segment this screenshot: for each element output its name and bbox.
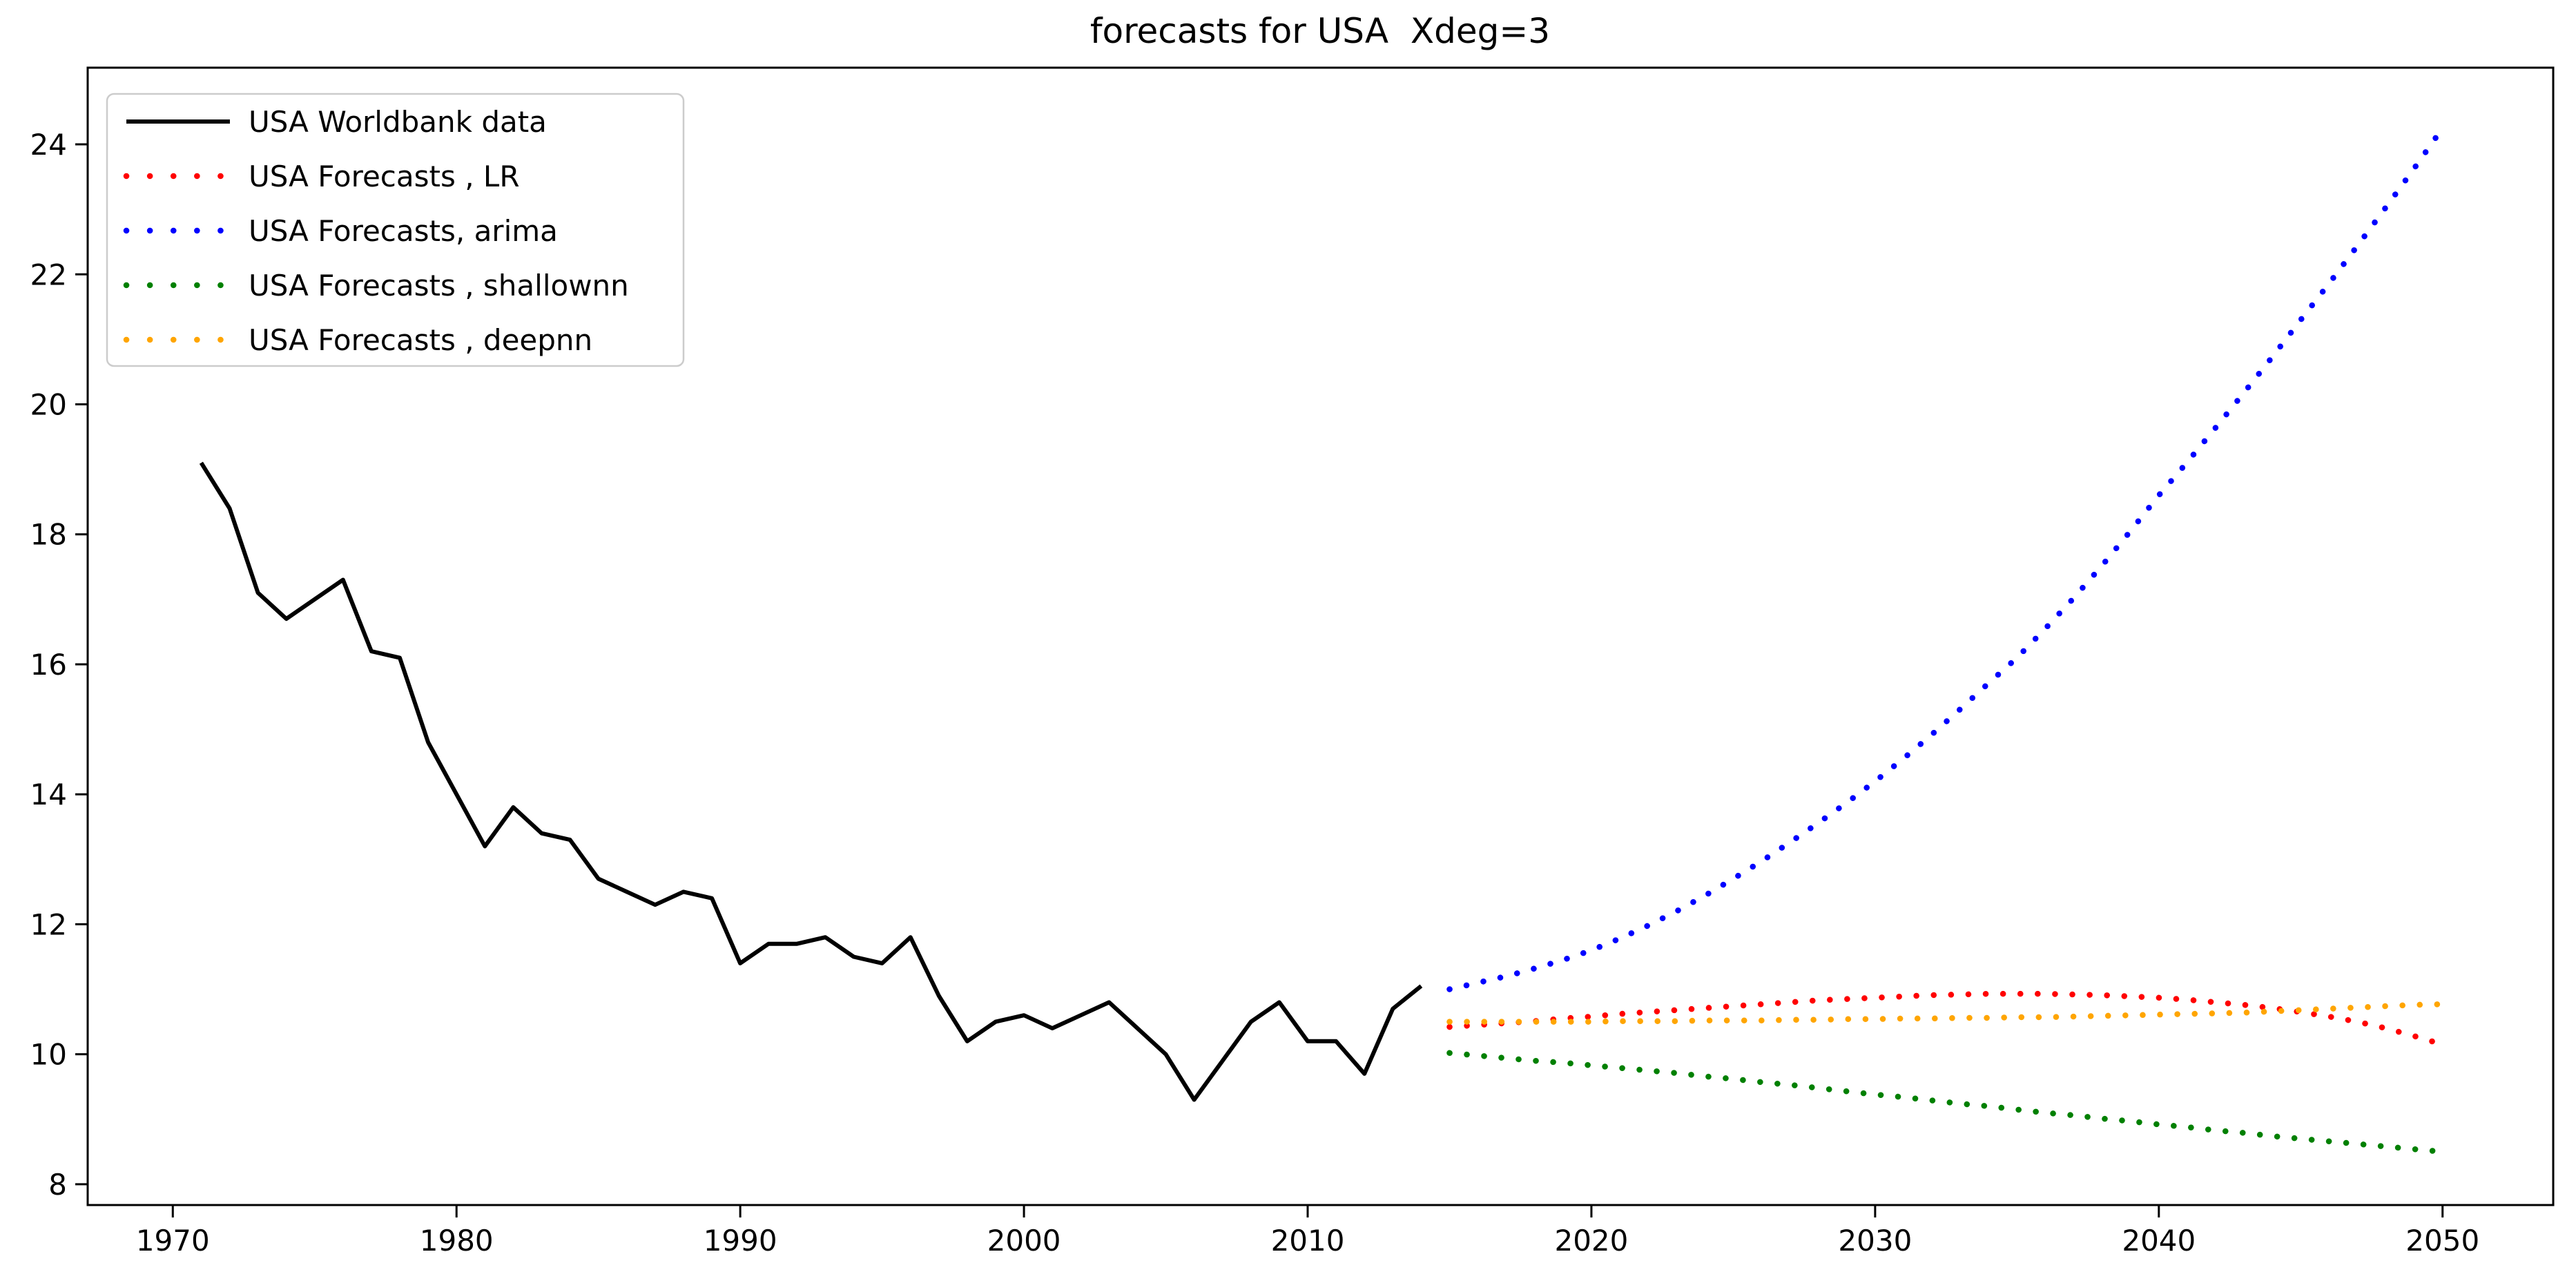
y-tick-label: 8 [48, 1168, 67, 1202]
series-line-usa-forecasts-shallownn [1446, 1050, 2446, 1155]
y-tick-label: 14 [30, 778, 67, 811]
x-tick-label: 2020 [1554, 1224, 1628, 1258]
series-line-usa-forecasts-lr [1446, 990, 2446, 1048]
x-tick-label: 1970 [136, 1224, 210, 1258]
legend: USA Worldbank data USA Forecasts , LR USA … [106, 93, 685, 367]
series-line-usa-worldbank-data [199, 461, 1423, 1102]
plot-frame [86, 66, 2555, 1206]
legend-label: USA Forecasts , LR [249, 160, 520, 193]
y-tick-label: 20 [30, 388, 67, 422]
legend-label: USA Forecasts , deepnn [249, 323, 592, 357]
x-tick-label: 1990 [704, 1224, 777, 1258]
x-tick-label: 2040 [2122, 1224, 2196, 1258]
y-tick-label: 22 [30, 258, 67, 291]
data-series [199, 125, 2446, 1155]
legend-box [106, 93, 685, 367]
series-line-usa-forecasts-arima [1446, 125, 2446, 992]
axis-ticks: 1970 1980 1990 2000 2010 2020 2030 2040 2050 8 10 1… [30, 128, 2480, 1258]
y-tick-label: 12 [30, 907, 67, 941]
x-tick-label: 2010 [1271, 1224, 1345, 1258]
legend-label: USA Worldbank data [249, 105, 547, 139]
chart-title: forecasts for USA Xdeg=3 [1090, 11, 1550, 51]
y-tick-label: 24 [30, 128, 67, 162]
y-tick-label: 18 [30, 518, 67, 552]
legend-label: USA Forecasts, arima [249, 214, 558, 248]
x-tick-label: 2030 [1838, 1224, 1912, 1258]
y-tick-label: 16 [30, 648, 67, 682]
x-tick-label: 2000 [987, 1224, 1061, 1258]
x-tick-label: 1980 [420, 1224, 494, 1258]
x-tick-label: 2050 [2405, 1224, 2479, 1258]
y-tick-label: 10 [30, 1038, 67, 1072]
legend-label: USA Forecasts , shallownn [249, 269, 629, 302]
